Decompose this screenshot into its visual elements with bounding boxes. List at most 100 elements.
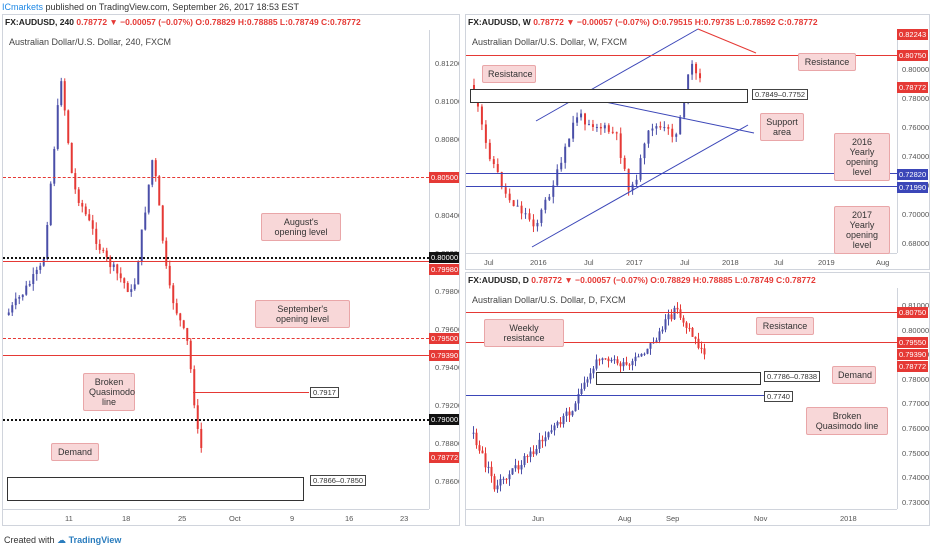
candle-body [589,373,592,380]
support-zone-label: 0.7849–0.7752 [752,89,809,100]
tag-82243: 0.82243 [897,29,929,40]
candle-body [496,164,499,173]
candle-body [556,169,559,186]
candle-body [699,73,702,79]
candle-body [643,143,646,159]
resistance-note-right[interactable]: Resistance [798,53,856,71]
candle-body [616,359,619,364]
candle-body [109,257,112,268]
resistance-note-left[interactable]: Resistance [482,65,536,83]
daily-resistance-note[interactable]: Resistance [756,317,814,335]
candle-body [492,159,495,165]
candle-body [512,200,515,207]
price-tick: 0.73000 [902,497,930,507]
candle-body [119,273,122,279]
price-tick: 0.79600 [435,325,460,334]
candle-body [532,219,535,227]
daily-bq-note[interactable]: Broken Quasimodo line [806,407,888,435]
x-tick: Aug [618,514,632,523]
price-tick: 0.76000 [902,123,930,132]
price-tick: 0.68000 [902,239,930,248]
x-tick: Jul [584,258,594,267]
candle-body [28,284,31,286]
candle-body [691,63,694,75]
x-tick: Aug [876,258,890,267]
candle-body [67,110,70,143]
candle-body [637,356,640,358]
price-tick: 0.80000 [902,65,930,74]
september-opening-note[interactable]: September's opening level [255,300,350,328]
candle-body [70,142,73,174]
demand-zone[interactable] [7,477,304,501]
candle-body [25,285,28,295]
tag-current-price: 0.78772 [897,361,929,372]
support-zone[interactable] [470,89,748,103]
price-tick: 0.81000 [435,97,460,106]
candle-body [559,422,562,425]
candle-body [592,368,595,374]
yearly-2017-note[interactable]: 2017 Yearly opening level [834,206,890,254]
demand-note[interactable]: Demand [51,443,99,461]
chart-panel-weekly[interactable]: FX:AUDUSD, W 0.78772 ▼ −0.00057 (−0.07%)… [465,14,930,270]
candle-body [511,468,514,475]
candle-body [622,362,625,367]
quasimodo-line [193,392,309,393]
tradingview-link[interactable]: TradingView [68,535,122,545]
candle-body [21,294,24,298]
price-tick: 0.78000 [902,374,930,384]
candle-body [574,403,577,412]
candle-body [631,361,634,366]
price-tick: 0.79800 [435,287,460,296]
weekly-resistance-note[interactable]: Weekly resistance [484,319,564,347]
candle-body [520,205,523,214]
candles-240 [7,77,203,453]
price-tick: 0.80400 [435,211,460,220]
candle-body [595,126,598,128]
candle-body [179,313,182,321]
candle-body [625,362,628,365]
yearly-2016-note[interactable]: 2016 Yearly opening level [834,133,890,181]
x-tick: Nov [754,514,768,523]
support-area-note[interactable]: Support area [760,113,804,141]
candle-body [685,322,688,328]
daily-demand-note[interactable]: Demand [832,366,876,384]
candle-body [643,353,646,355]
candle-body [91,220,94,229]
candle-body [193,369,196,406]
candle-body [105,250,108,258]
candle-body [541,439,544,442]
broken-quasimodo-note[interactable]: Broken Quasimodo line [83,373,135,411]
candle-body [500,172,503,188]
candle-body [591,124,594,127]
daily-demand-zone[interactable] [596,372,761,385]
candle-body [663,127,666,129]
tag-current-price: 0.78772 [429,452,459,463]
tag-80750: 0.80750 [897,307,929,318]
chart-subtitle: Australian Dollar/U.S. Dollar, D, FXCM [472,295,626,305]
tag-80500: 0.80500 [429,172,459,183]
candle-body [619,133,622,158]
candle-body [688,327,691,329]
candle-body [535,448,538,455]
august-opening-note[interactable]: August's opening level [261,213,341,241]
tradingview-logo-icon: ☁ [57,535,67,545]
candle-body [520,464,523,470]
candle-body [102,249,105,251]
chart-panel-240[interactable]: FX:AUDUSD, 240 0.78772 ▼ −0.00057 (−0.07… [2,14,460,526]
publisher-name[interactable]: ICmarkets [2,2,44,12]
candle-body [186,328,189,341]
chart-header: FX:AUDUSD, W 0.78772 ▼ −0.00057 (−0.07%)… [468,17,818,27]
candle-body [544,199,547,210]
chart-panel-daily[interactable]: FX:AUDUSD, D 0.78772 ▼ −0.00057 (−0.07%)… [465,272,930,526]
candle-body [647,130,650,144]
candle-body [60,81,63,106]
candle-body [502,478,505,480]
candle-body [140,229,143,262]
x-tick: 2019 [818,258,835,267]
candle-body [84,206,87,215]
candle-body [63,81,66,111]
candle-body [587,124,590,126]
price-tick: 0.77000 [902,399,930,409]
x-tick: 2018 [722,258,739,267]
candle-body [667,127,670,129]
